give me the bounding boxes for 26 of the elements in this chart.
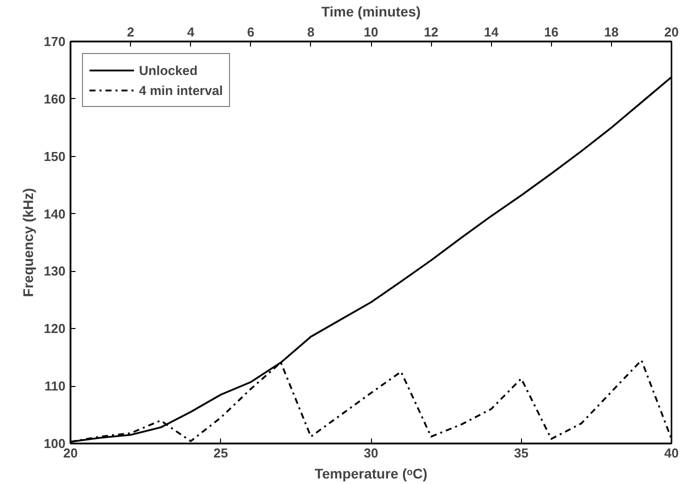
x2-axis-title: Time (minutes): [321, 4, 421, 20]
legend-label: Unlocked: [139, 62, 198, 78]
x2-tick-label: 16: [544, 24, 559, 40]
x2-tick-label: 10: [364, 24, 378, 40]
y-tick-label: 170: [44, 34, 66, 49]
legend-label: 4 min interval: [139, 82, 223, 98]
y-tick-label: 130: [44, 264, 66, 279]
y-tick-label: 140: [44, 206, 66, 222]
y-tick-label: 160: [44, 91, 66, 106]
x-tick-label: 35: [514, 446, 528, 460]
y-axis-title: Frequency (kHz): [20, 188, 36, 297]
y-tick-label: 110: [44, 378, 66, 394]
x2-tick-label: 14: [484, 24, 500, 40]
x2-tick-label: 2: [126, 24, 134, 40]
y-tick-label: 150: [44, 148, 66, 164]
x-axis-title: Temperature (ᵒC): [314, 466, 428, 482]
x-tick-label: 25: [214, 446, 228, 460]
x2-tick-label: 8: [307, 24, 315, 40]
x2-tick-label: 20: [664, 24, 679, 40]
x-tick-label: 40: [664, 446, 679, 460]
x2-tick-label: 4: [187, 24, 196, 40]
x-tick-label: 30: [364, 446, 378, 460]
y-tick-label: 120: [44, 321, 66, 336]
x2-tick-label: 12: [424, 24, 438, 40]
x2-tick-label: 6: [247, 24, 254, 40]
x2-tick-label: 18: [604, 24, 619, 40]
